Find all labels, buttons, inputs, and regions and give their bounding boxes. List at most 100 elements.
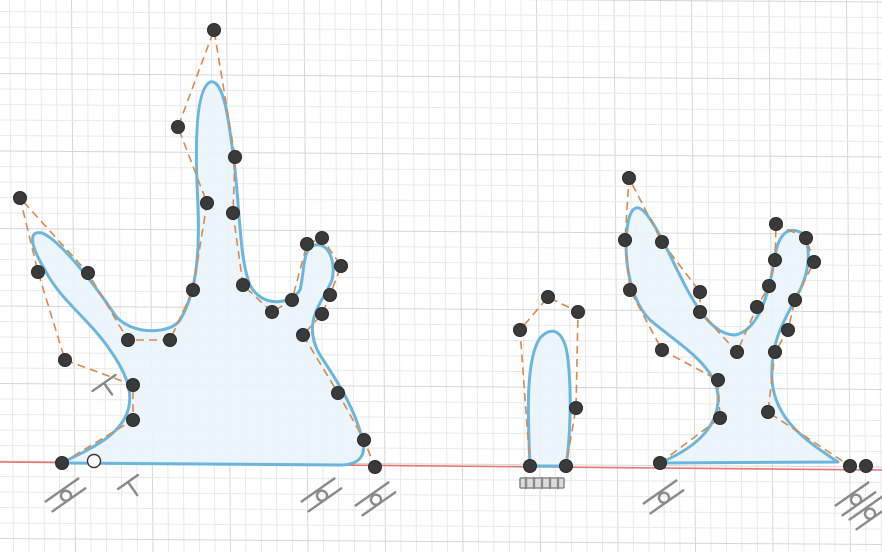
grid-line [24, 0, 30, 552]
grid-line [691, 0, 696, 552]
control-points[interactable] [13, 23, 873, 474]
control-point[interactable] [228, 150, 242, 164]
control-point[interactable] [121, 333, 135, 347]
tangent-constraint-icon[interactable] [834, 481, 877, 517]
control-point[interactable] [713, 411, 727, 425]
control-point[interactable] [315, 307, 329, 321]
control-point[interactable] [226, 206, 240, 220]
control-point[interactable] [13, 191, 27, 205]
grid-line [0, 73, 882, 80]
control-point[interactable] [843, 459, 857, 473]
tangent-constraint-icon[interactable] [642, 479, 685, 515]
control-point[interactable] [788, 293, 802, 307]
grid-line [396, 0, 402, 552]
finger-profile-middle[interactable] [519, 296, 579, 468]
horizontal-constraint-icon[interactable] [91, 373, 124, 403]
grid-line [0, 321, 882, 328]
control-point[interactable] [693, 305, 707, 319]
control-point[interactable] [207, 23, 221, 37]
control-point[interactable] [171, 120, 185, 134]
grid-line [0, 228, 882, 235]
control-point[interactable] [126, 413, 140, 427]
control-point[interactable] [58, 353, 72, 367]
control-point[interactable] [368, 460, 382, 474]
control-point[interactable] [296, 328, 310, 342]
grid-line [443, 0, 448, 552]
control-point[interactable] [807, 255, 821, 269]
fix-constraint-icon[interactable] [519, 476, 565, 490]
control-point[interactable] [513, 323, 527, 337]
control-point[interactable] [186, 283, 200, 297]
control-point[interactable] [126, 378, 140, 392]
grid-line [0, 42, 882, 49]
control-point[interactable] [768, 345, 782, 359]
tangent-constraint-icon[interactable] [44, 477, 87, 513]
grid-line [0, 181, 882, 189]
profile-right-curve[interactable] [624, 206, 840, 465]
control-point[interactable] [541, 290, 555, 304]
grid-line [0, 507, 882, 514]
control-point[interactable] [523, 459, 537, 473]
tangent-constraint-icon[interactable] [354, 481, 397, 517]
control-point[interactable] [761, 405, 775, 419]
control-point[interactable] [623, 283, 637, 297]
grid-line [0, 476, 882, 483]
control-point[interactable] [711, 373, 725, 387]
control-point[interactable] [768, 253, 782, 267]
control-point[interactable] [655, 235, 669, 249]
control-point[interactable] [781, 323, 795, 337]
control-point[interactable] [762, 279, 776, 293]
grid-line [9, 0, 14, 552]
grid-line [505, 0, 510, 552]
control-point[interactable] [81, 266, 95, 280]
control-point[interactable] [200, 196, 214, 210]
control-point[interactable] [769, 217, 783, 231]
control-point[interactable] [618, 233, 632, 247]
grid-line [0, 150, 882, 158]
control-point[interactable] [285, 293, 299, 307]
grid-line [427, 0, 433, 552]
grid-line [551, 0, 557, 552]
control-point[interactable] [163, 333, 177, 347]
grid-line [458, 0, 464, 552]
grid-line [598, 0, 603, 552]
tangent-constraint-icon[interactable] [300, 477, 343, 513]
horizontal-constraint-icon[interactable] [116, 473, 147, 502]
control-point[interactable] [559, 459, 573, 473]
control-point[interactable] [31, 265, 45, 279]
control-point[interactable] [300, 237, 314, 251]
grid-line [0, 88, 882, 96]
grid-line [514, 0, 882, 3]
control-point[interactable] [236, 278, 250, 292]
grid-line [0, 305, 882, 313]
profile-middle-curve[interactable] [526, 329, 572, 468]
control-point[interactable] [655, 343, 669, 357]
control-point[interactable] [859, 459, 873, 473]
hand-profile-right[interactable] [624, 175, 866, 467]
sketch-origin-point[interactable] [86, 453, 102, 469]
control-point[interactable] [357, 433, 371, 447]
tangent-constraint-icon[interactable] [848, 495, 882, 531]
grid-line [0, 197, 882, 204]
control-point[interactable] [622, 171, 636, 185]
control-point[interactable] [799, 231, 813, 245]
control-point[interactable] [265, 305, 279, 319]
control-point[interactable] [750, 300, 764, 314]
grid-line [489, 0, 495, 552]
control-point[interactable] [334, 259, 348, 273]
grid-line [0, 11, 882, 18]
grid-line [0, 135, 882, 142]
grid-line [0, 104, 882, 111]
control-point[interactable] [55, 456, 69, 470]
control-point[interactable] [569, 401, 583, 415]
control-point[interactable] [693, 285, 707, 299]
control-point[interactable] [323, 288, 337, 302]
grid-line [877, 0, 882, 552]
control-point[interactable] [730, 345, 744, 359]
grid-line [520, 0, 526, 552]
control-point[interactable] [653, 456, 667, 470]
control-point[interactable] [571, 305, 585, 319]
control-point[interactable] [315, 231, 329, 245]
control-point[interactable] [331, 386, 345, 400]
